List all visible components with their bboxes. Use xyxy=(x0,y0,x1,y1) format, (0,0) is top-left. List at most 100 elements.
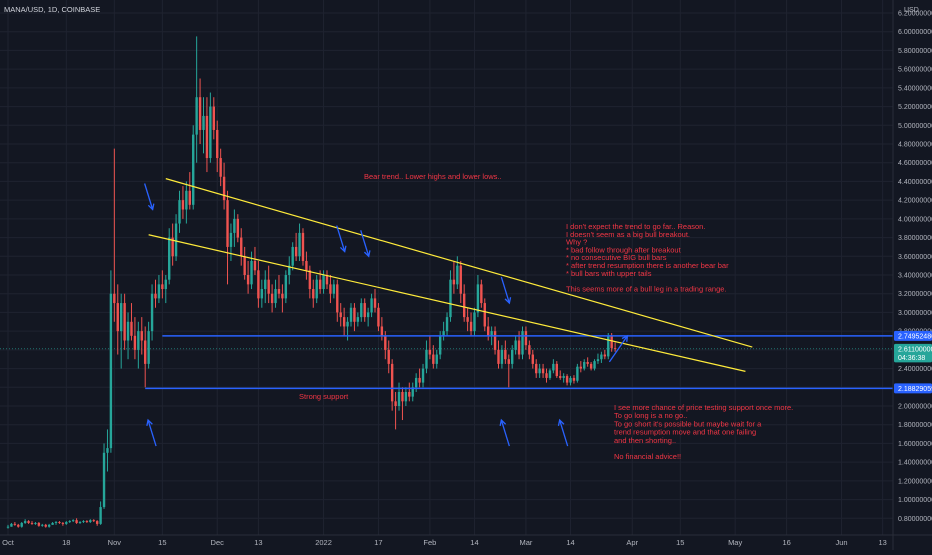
candle[interactable] xyxy=(555,361,558,378)
candle[interactable] xyxy=(480,279,483,308)
arrow[interactable] xyxy=(557,418,569,447)
arrow[interactable] xyxy=(500,276,512,305)
candle[interactable] xyxy=(449,270,452,322)
candle[interactable] xyxy=(41,523,44,527)
arrow[interactable] xyxy=(608,334,629,363)
candle[interactable] xyxy=(274,279,277,308)
candle[interactable] xyxy=(497,340,500,369)
candle[interactable] xyxy=(229,223,233,261)
candle[interactable] xyxy=(10,522,13,527)
candle[interactable] xyxy=(188,172,191,210)
candle[interactable] xyxy=(281,284,284,313)
candle[interactable] xyxy=(202,97,205,154)
candle[interactable] xyxy=(78,521,82,524)
candle[interactable] xyxy=(13,522,17,526)
candle[interactable] xyxy=(37,522,41,527)
candle[interactable] xyxy=(504,340,507,364)
price-tag[interactable]: 2.18829059 xyxy=(894,383,932,394)
candle[interactable] xyxy=(589,362,593,371)
candle[interactable] xyxy=(198,78,202,145)
candle[interactable] xyxy=(243,246,246,280)
trendline[interactable] xyxy=(165,178,753,348)
candle[interactable] xyxy=(133,317,137,360)
candle[interactable] xyxy=(288,256,291,285)
candle[interactable] xyxy=(528,340,531,360)
candle[interactable] xyxy=(226,190,229,285)
candle[interactable] xyxy=(298,223,301,261)
candle[interactable] xyxy=(500,345,504,369)
candle[interactable] xyxy=(613,342,617,352)
candle[interactable] xyxy=(521,326,524,360)
arrow[interactable] xyxy=(499,418,510,447)
candle[interactable] xyxy=(30,521,34,525)
candle[interactable] xyxy=(493,326,497,355)
candle[interactable] xyxy=(205,97,209,173)
candle[interactable] xyxy=(535,359,538,378)
candle[interactable] xyxy=(20,522,23,528)
candle[interactable] xyxy=(99,501,102,525)
candle[interactable] xyxy=(54,521,58,525)
candle[interactable] xyxy=(377,303,380,332)
arrow[interactable] xyxy=(360,230,371,258)
candle[interactable] xyxy=(106,429,109,472)
candle[interactable] xyxy=(425,340,428,374)
candle[interactable] xyxy=(487,317,490,341)
candle[interactable] xyxy=(524,326,528,350)
candle[interactable] xyxy=(89,519,92,523)
candle[interactable] xyxy=(507,354,510,388)
candle[interactable] xyxy=(462,284,466,322)
candle[interactable] xyxy=(47,523,51,528)
candle[interactable] xyxy=(322,270,325,294)
candle[interactable] xyxy=(600,351,603,363)
candle[interactable] xyxy=(301,228,305,266)
arrow[interactable] xyxy=(336,225,347,253)
candle[interactable] xyxy=(51,522,54,525)
candle[interactable] xyxy=(123,293,126,350)
candle[interactable] xyxy=(137,321,140,369)
candle[interactable] xyxy=(459,260,462,304)
candle[interactable] xyxy=(126,312,130,360)
candle[interactable] xyxy=(370,293,373,318)
candle[interactable] xyxy=(260,279,264,308)
candle[interactable] xyxy=(236,214,240,243)
arrows[interactable] xyxy=(144,183,629,447)
candle[interactable] xyxy=(240,228,243,266)
candle[interactable] xyxy=(216,120,219,173)
candle[interactable] xyxy=(85,520,89,523)
candle[interactable] xyxy=(325,270,329,290)
candle[interactable] xyxy=(195,36,198,163)
candle[interactable] xyxy=(157,275,161,304)
candle[interactable] xyxy=(27,520,30,524)
trendline[interactable] xyxy=(148,234,746,372)
candle[interactable] xyxy=(432,345,435,369)
candle[interactable] xyxy=(185,181,188,224)
candle[interactable] xyxy=(192,125,195,210)
candle[interactable] xyxy=(603,349,607,360)
candle[interactable] xyxy=(219,148,222,187)
candle[interactable] xyxy=(394,391,397,430)
candle[interactable] xyxy=(356,312,360,327)
candle[interactable] xyxy=(17,523,20,528)
candle[interactable] xyxy=(483,298,486,332)
candle[interactable] xyxy=(607,333,610,360)
candle[interactable] xyxy=(171,223,174,266)
candle[interactable] xyxy=(339,303,342,327)
candle[interactable] xyxy=(346,317,349,341)
candle[interactable] xyxy=(161,270,164,299)
candle[interactable] xyxy=(511,345,514,369)
candle[interactable] xyxy=(332,279,336,299)
candle[interactable] xyxy=(305,251,308,280)
candle[interactable] xyxy=(58,521,61,524)
candle[interactable] xyxy=(579,361,583,373)
candle[interactable] xyxy=(277,275,281,299)
candle[interactable] xyxy=(92,519,95,523)
candle[interactable] xyxy=(559,370,562,380)
candle[interactable] xyxy=(95,520,99,526)
candle[interactable] xyxy=(360,298,363,322)
arrow[interactable] xyxy=(144,183,155,211)
candle[interactable] xyxy=(414,373,418,392)
candle[interactable] xyxy=(174,214,178,261)
candle[interactable] xyxy=(418,368,421,388)
candle[interactable] xyxy=(366,307,370,327)
